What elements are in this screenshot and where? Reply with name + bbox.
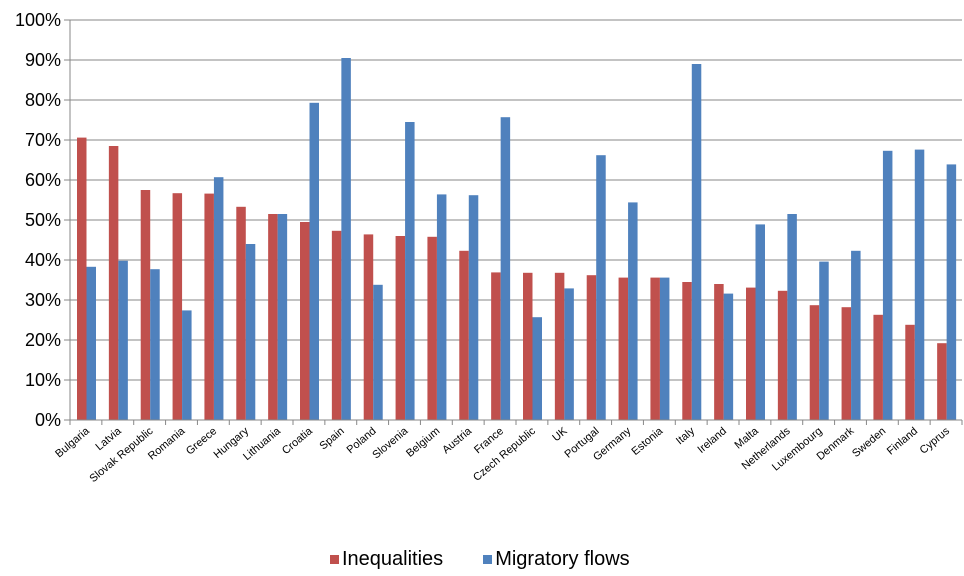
bar-migratory-flows-greece [213, 177, 224, 420]
bar-migratory-flows-slovenia [405, 122, 415, 420]
bar-chart: 0% 10% 20% 30% 40% 50% 60% 70% 80% 90% 100% Bulgar… [15, 10, 963, 485]
legend-item-inequalities: Inequalities [330, 548, 443, 571]
y-axis-ticks: 0% 10% 20% 30% 40% 50% 60% 70% 80% 90% 100% [15, 10, 61, 430]
bar-inequalities-finland [905, 324, 915, 420]
x-tick-label: Finland [885, 425, 920, 457]
bar-inequalities-netherlands [777, 290, 788, 420]
x-tick-label: Ireland [696, 425, 729, 456]
bar-migratory-flows-netherlands [787, 214, 797, 420]
bar-inequalities-ireland [714, 284, 724, 420]
bar-migratory-flows-portugal [596, 155, 606, 420]
bar-inequalities-poland [363, 234, 374, 420]
legend-swatch-migratory-flows [483, 555, 493, 564]
bar-migratory-flows-ireland [723, 293, 734, 420]
y-tick-label: 30% [25, 290, 61, 310]
x-tick-label: Belgium [404, 425, 442, 460]
bar-inequalities-greece [204, 193, 214, 420]
bar-migratory-flows-latvia [118, 260, 128, 420]
bar-migratory-flows-romania [182, 310, 192, 420]
y-tick-label: 0% [35, 410, 61, 430]
bar-migratory-flows-croatia [309, 102, 319, 421]
bar-inequalities-bulgaria [77, 137, 87, 420]
bar-inequalities-germany [618, 277, 629, 420]
bar-inequalities-belgium [427, 236, 437, 420]
bar-migratory-flows-austria [468, 195, 479, 420]
bar-migratory-flows-spain [341, 58, 351, 420]
legend-item-migratory-flows: Migratory flows [483, 548, 630, 571]
x-tick-label: Romania [146, 425, 188, 463]
bar-inequalities-austria [459, 250, 469, 420]
bar-inequalities-latvia [108, 146, 119, 420]
y-tick-label: 50% [25, 210, 61, 230]
bar-inequalities-denmark [841, 307, 852, 420]
bar-inequalities-cyprus [937, 343, 947, 420]
y-tick-label: 90% [25, 50, 61, 70]
bar-migratory-flows-poland [373, 284, 383, 420]
x-tick-label: Slovenia [370, 425, 411, 462]
legend-label-inequalities: Inequalities [342, 548, 444, 570]
bars [77, 58, 957, 421]
bar-inequalities-uk [554, 272, 565, 420]
y-tick-label: 80% [25, 90, 61, 110]
bar-inequalities-estonia [650, 277, 660, 420]
bar-migratory-flows-estonia [659, 277, 670, 420]
bar-migratory-flows-france [500, 117, 511, 420]
y-tick-label: 100% [15, 10, 61, 30]
bar-inequalities-czech-republic [523, 272, 533, 420]
bar-migratory-flows-germany [628, 202, 638, 420]
bar-inequalities-sweden [873, 314, 883, 420]
legend-swatch-inequalities [330, 555, 339, 564]
bar-inequalities-romania [172, 193, 183, 420]
bar-migratory-flows-bulgaria [86, 266, 96, 420]
bar-inequalities-malta [746, 287, 756, 420]
bar-migratory-flows-czech-republic [532, 317, 542, 420]
x-tick-label: Italy [674, 425, 698, 447]
x-tick-label: Estonia [629, 425, 665, 458]
x-tick-label: Spain [317, 425, 346, 452]
bar-inequalities-spain [331, 230, 342, 420]
bar-inequalities-hungary [236, 206, 246, 420]
legend-label-migratory-flows: Migratory flows [495, 548, 630, 570]
bar-migratory-flows-italy [691, 64, 702, 420]
legend: Inequalities Migratory flows [330, 548, 670, 571]
bar-migratory-flows-malta [755, 224, 765, 420]
bar-migratory-flows-sweden [882, 150, 893, 421]
bar-inequalities-italy [682, 282, 692, 420]
bar-migratory-flows-hungary [245, 244, 256, 420]
y-tick-label: 10% [25, 370, 61, 390]
bar-inequalities-lithuania [268, 214, 278, 420]
bar-migratory-flows-finland [914, 149, 925, 420]
y-tick-label: 70% [25, 130, 61, 150]
bar-migratory-flows-belgium [436, 194, 447, 420]
bar-migratory-flows-cyprus [946, 164, 957, 420]
x-tick-label: UK [550, 425, 570, 444]
x-tick-label: Croatia [280, 425, 316, 458]
y-tick-label: 20% [25, 330, 61, 350]
bar-migratory-flows-denmark [851, 250, 861, 420]
bar-inequalities-france [491, 272, 501, 420]
y-tick-label: 40% [25, 250, 61, 270]
x-tick-label: Cyprus [918, 425, 953, 457]
bar-migratory-flows-slovak-republic [150, 269, 160, 420]
bar-inequalities-luxembourg [809, 305, 820, 420]
bar-inequalities-slovak-republic [140, 190, 151, 420]
x-tick-label: Sweden [850, 425, 888, 460]
bar-inequalities-slovenia [395, 236, 406, 420]
x-tick-label: Austria [440, 425, 475, 457]
y-tick-label: 60% [25, 170, 61, 190]
bar-migratory-flows-luxembourg [819, 261, 829, 420]
bar-migratory-flows-uk [564, 288, 574, 420]
bar-inequalities-croatia [300, 222, 310, 420]
bar-migratory-flows-lithuania [277, 214, 288, 420]
bar-inequalities-portugal [586, 275, 597, 420]
